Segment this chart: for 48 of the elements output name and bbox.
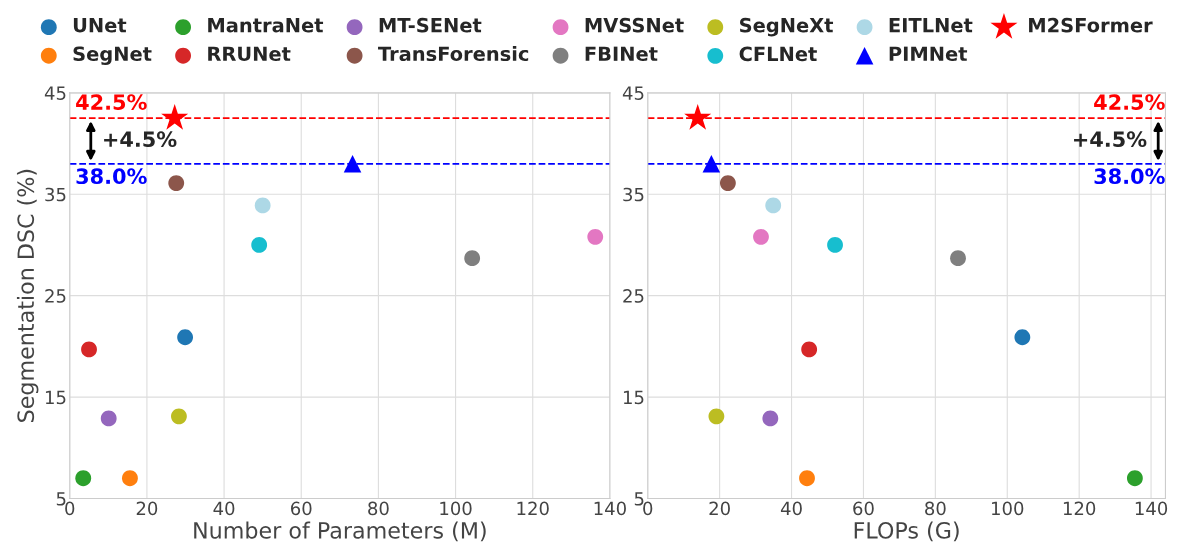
x-tick-label: 120 bbox=[1063, 501, 1096, 516]
x-tick-label: 140 bbox=[594, 501, 626, 516]
legend-label: TransForensic bbox=[378, 46, 529, 62]
x-tick-label: 40 bbox=[213, 501, 235, 516]
legend-label: RRUNet bbox=[208, 46, 291, 62]
legend-label: SegNeXt bbox=[740, 17, 834, 37]
x-tick-label: 140 bbox=[1135, 501, 1168, 516]
x-tick-label: 80 bbox=[368, 501, 389, 516]
annotation: +4.5% bbox=[104, 131, 177, 148]
legend-label: UNet bbox=[73, 18, 127, 33]
y-tick-label: 15 bbox=[623, 390, 644, 405]
y-tick-label: 25 bbox=[45, 289, 66, 303]
y-tick-label: 45 bbox=[622, 86, 644, 100]
legend-label: MantraNet bbox=[208, 18, 324, 33]
x-tick-label: 120 bbox=[517, 501, 549, 516]
y-tick-label: 15 bbox=[45, 390, 66, 405]
legend-label: EITLNet bbox=[889, 18, 973, 33]
x-tick-label: 40 bbox=[780, 501, 802, 516]
ref-line-label: 38.0% bbox=[76, 168, 147, 185]
y-tick-label: 35 bbox=[45, 187, 66, 202]
x-tick-label: 20 bbox=[136, 501, 158, 516]
legend-label: PIMNet bbox=[889, 46, 968, 62]
annotation: +4.5% bbox=[1074, 131, 1147, 148]
legend-label: CFLNet bbox=[739, 46, 817, 62]
x-tick-label: 0 bbox=[643, 501, 653, 516]
legend-label: M2SFormer bbox=[1029, 17, 1153, 33]
x-tick-label: 100 bbox=[440, 501, 472, 516]
legend-label: SegNet bbox=[73, 46, 152, 66]
y-tick-label: 5 bbox=[56, 492, 66, 506]
x-axis-title: FLOPs (G) bbox=[854, 521, 959, 542]
x-tick-label: 80 bbox=[925, 501, 946, 516]
ref-line-label: 42.5% bbox=[76, 94, 147, 110]
x-tick-label: 20 bbox=[709, 501, 730, 516]
y-tick-label: 5 bbox=[634, 492, 644, 506]
x-tick-label: 60 bbox=[853, 501, 874, 516]
x-tick-label: 60 bbox=[291, 501, 312, 516]
x-tick-label: 0 bbox=[65, 501, 75, 516]
legend-label: MVSSNet bbox=[585, 17, 684, 33]
y-axis-title: Segmentation DSC (%) bbox=[16, 169, 39, 422]
legend-label: FBINet bbox=[585, 46, 658, 62]
legend-label: MT-SENet bbox=[379, 17, 482, 33]
x-tick-label: 100 bbox=[992, 501, 1024, 516]
y-tick-label: 25 bbox=[623, 289, 644, 303]
x-axis-title: Number of Parameters (M) bbox=[194, 521, 486, 542]
ref-line-label: 42.5% bbox=[1094, 94, 1165, 110]
y-tick-label: 35 bbox=[623, 187, 644, 202]
ref-line-label: 38.0% bbox=[1094, 168, 1165, 185]
y-tick-label: 45 bbox=[44, 86, 66, 100]
